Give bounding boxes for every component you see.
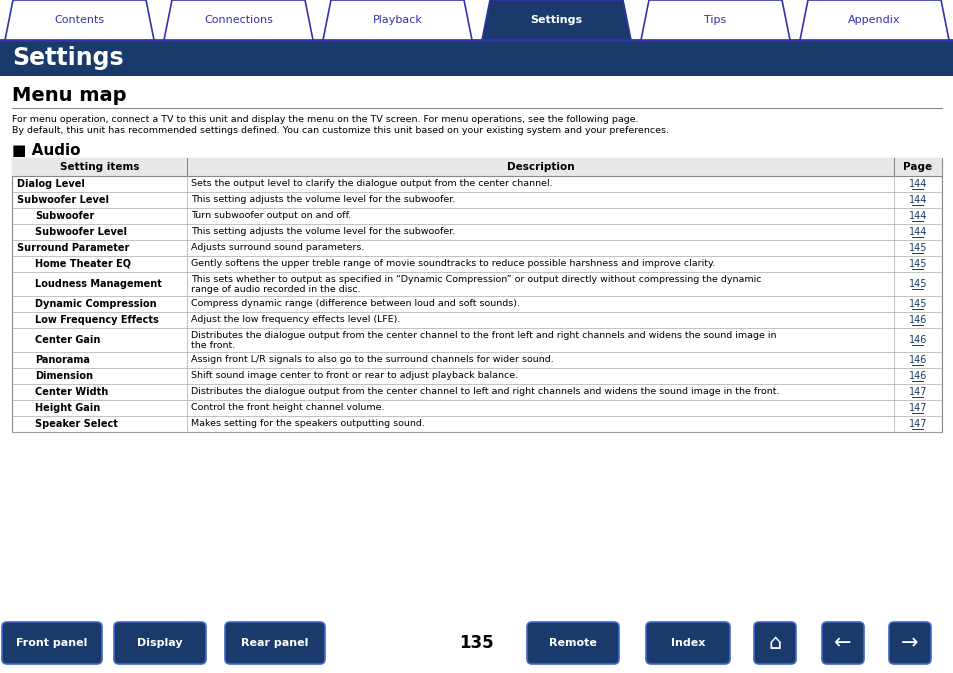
FancyBboxPatch shape bbox=[821, 622, 863, 664]
Bar bbox=[0, 618, 953, 673]
Text: Panorama: Panorama bbox=[35, 355, 90, 365]
Text: Subwoofer Level: Subwoofer Level bbox=[17, 195, 109, 205]
Text: Distributes the dialogue output from the center channel to left and right channe: Distributes the dialogue output from the… bbox=[191, 388, 779, 396]
Text: Surround Parameter: Surround Parameter bbox=[17, 243, 130, 253]
Text: 144: 144 bbox=[908, 195, 926, 205]
Text: Page: Page bbox=[902, 162, 932, 172]
Text: Home Theater EQ: Home Theater EQ bbox=[35, 259, 131, 269]
Text: Rear panel: Rear panel bbox=[241, 638, 309, 648]
Text: 146: 146 bbox=[908, 371, 926, 381]
Bar bbox=[0, 40, 953, 76]
Text: 135: 135 bbox=[459, 634, 494, 652]
Text: Contents: Contents bbox=[54, 15, 105, 25]
Polygon shape bbox=[5, 0, 153, 40]
Text: Speaker Select: Speaker Select bbox=[35, 419, 118, 429]
Text: Distributes the dialogue output from the center channel to the front left and ri: Distributes the dialogue output from the… bbox=[191, 331, 776, 340]
Text: Setting items: Setting items bbox=[60, 162, 139, 172]
Text: Low Frequency Effects: Low Frequency Effects bbox=[35, 315, 158, 325]
Text: For menu operation, connect a TV to this unit and display the menu on the TV scr: For menu operation, connect a TV to this… bbox=[12, 115, 638, 124]
Text: 145: 145 bbox=[908, 243, 926, 253]
Text: 147: 147 bbox=[908, 403, 926, 413]
Text: ←: ← bbox=[833, 633, 851, 653]
Polygon shape bbox=[800, 0, 948, 40]
Text: Dynamic Compression: Dynamic Compression bbox=[35, 299, 156, 309]
Text: 144: 144 bbox=[908, 211, 926, 221]
Text: Settings: Settings bbox=[12, 46, 124, 70]
Text: range of audio recorded in the disc.: range of audio recorded in the disc. bbox=[191, 285, 360, 294]
Text: 145: 145 bbox=[908, 299, 926, 309]
Text: This sets whether to output as specified in “Dynamic Compression” or output dire: This sets whether to output as specified… bbox=[191, 275, 760, 284]
Text: Menu map: Menu map bbox=[12, 86, 127, 105]
FancyBboxPatch shape bbox=[645, 622, 729, 664]
Text: Dialog Level: Dialog Level bbox=[17, 179, 85, 189]
Text: Appendix: Appendix bbox=[847, 15, 900, 25]
Text: Playback: Playback bbox=[373, 15, 422, 25]
Text: Adjusts surround sound parameters.: Adjusts surround sound parameters. bbox=[191, 244, 364, 252]
Text: Makes setting for the speakers outputting sound.: Makes setting for the speakers outputtin… bbox=[191, 419, 424, 429]
Text: Index: Index bbox=[670, 638, 704, 648]
Text: Height Gain: Height Gain bbox=[35, 403, 100, 413]
Text: Settings: Settings bbox=[530, 15, 582, 25]
Text: ■ Audio: ■ Audio bbox=[12, 143, 80, 158]
Text: This setting adjusts the volume level for the subwoofer.: This setting adjusts the volume level fo… bbox=[191, 195, 455, 205]
Text: 146: 146 bbox=[908, 355, 926, 365]
Text: This setting adjusts the volume level for the subwoofer.: This setting adjusts the volume level fo… bbox=[191, 227, 455, 236]
Polygon shape bbox=[481, 0, 630, 40]
Text: 147: 147 bbox=[908, 419, 926, 429]
Text: Remote: Remote bbox=[549, 638, 597, 648]
Text: 144: 144 bbox=[908, 179, 926, 189]
Text: Tips: Tips bbox=[703, 15, 726, 25]
Polygon shape bbox=[640, 0, 789, 40]
Text: Gently softens the upper treble range of movie soundtracks to reduce possible ha: Gently softens the upper treble range of… bbox=[191, 260, 715, 269]
Text: Display: Display bbox=[137, 638, 183, 648]
Bar bbox=[12, 158, 941, 176]
Text: 147: 147 bbox=[908, 387, 926, 397]
Text: Description: Description bbox=[506, 162, 574, 172]
Text: Shift sound image center to front or rear to adjust playback balance.: Shift sound image center to front or rea… bbox=[191, 371, 517, 380]
Text: 145: 145 bbox=[908, 259, 926, 269]
Text: Compress dynamic range (difference between loud and soft sounds).: Compress dynamic range (difference betwe… bbox=[191, 299, 519, 308]
Text: 144: 144 bbox=[908, 227, 926, 237]
FancyBboxPatch shape bbox=[113, 622, 206, 664]
Text: Sets the output level to clarify the dialogue output from the center channel.: Sets the output level to clarify the dia… bbox=[191, 180, 552, 188]
Text: Turn subwoofer output on and off.: Turn subwoofer output on and off. bbox=[191, 211, 351, 221]
Text: Connections: Connections bbox=[204, 15, 273, 25]
Bar bbox=[12, 158, 941, 432]
Text: By default, this unit has recommended settings defined. You can customize this u: By default, this unit has recommended se… bbox=[12, 126, 668, 135]
Polygon shape bbox=[323, 0, 472, 40]
Text: Assign front L/R signals to also go to the surround channels for wider sound.: Assign front L/R signals to also go to t… bbox=[191, 355, 553, 365]
Text: the front.: the front. bbox=[191, 341, 235, 350]
Text: Control the front height channel volume.: Control the front height channel volume. bbox=[191, 404, 384, 413]
Text: 145: 145 bbox=[908, 279, 926, 289]
Text: 146: 146 bbox=[908, 315, 926, 325]
Text: Front panel: Front panel bbox=[16, 638, 88, 648]
Text: Subwoofer Level: Subwoofer Level bbox=[35, 227, 127, 237]
Text: 146: 146 bbox=[908, 335, 926, 345]
Text: ⌂: ⌂ bbox=[767, 633, 781, 653]
FancyBboxPatch shape bbox=[225, 622, 325, 664]
FancyBboxPatch shape bbox=[753, 622, 795, 664]
FancyBboxPatch shape bbox=[888, 622, 930, 664]
Text: Center Gain: Center Gain bbox=[35, 335, 100, 345]
FancyBboxPatch shape bbox=[526, 622, 618, 664]
FancyBboxPatch shape bbox=[2, 622, 102, 664]
Text: Dimension: Dimension bbox=[35, 371, 92, 381]
Text: Loudness Management: Loudness Management bbox=[35, 279, 162, 289]
Text: Adjust the low frequency effects level (LFE).: Adjust the low frequency effects level (… bbox=[191, 316, 400, 324]
Text: Subwoofer: Subwoofer bbox=[35, 211, 94, 221]
Text: Center Width: Center Width bbox=[35, 387, 108, 397]
Text: →: → bbox=[901, 633, 918, 653]
Polygon shape bbox=[164, 0, 313, 40]
